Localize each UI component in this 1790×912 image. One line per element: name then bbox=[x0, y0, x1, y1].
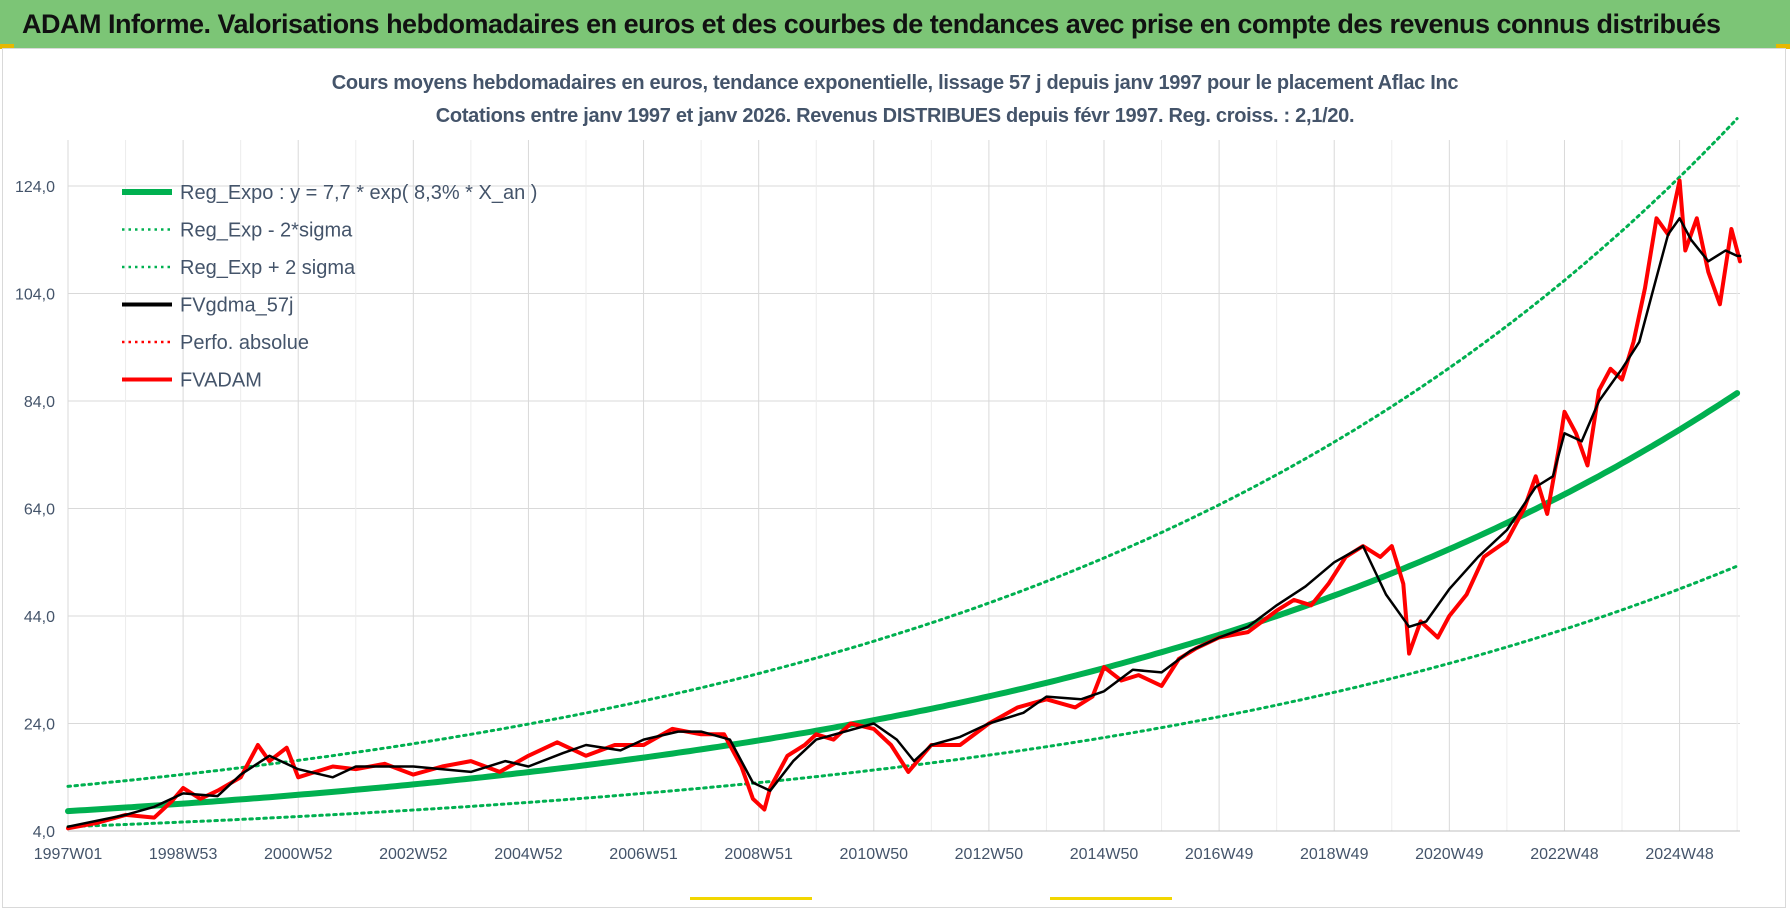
y-tick-label: 44,0 bbox=[24, 609, 55, 626]
chart-title: Cours moyens hebdomadaires en euros, ten… bbox=[331, 72, 1459, 94]
y-tick-label: 64,0 bbox=[24, 502, 55, 519]
x-tick-label: 2008W51 bbox=[724, 846, 793, 863]
x-tick-label: 2000W52 bbox=[264, 846, 333, 863]
y-tick-label: 104,0 bbox=[15, 287, 55, 304]
chart-legend: Reg_Expo : y = 7,7 * exp( 8,3% * X_an ) R… bbox=[122, 182, 537, 392]
x-tick-label: 2016W49 bbox=[1185, 846, 1254, 863]
x-tick-label: 1997W01 bbox=[34, 846, 103, 863]
y-tick-label: 124,0 bbox=[15, 179, 55, 196]
x-tick-label: 2012W50 bbox=[955, 846, 1024, 863]
legend-label: FVgdma_57j bbox=[180, 295, 293, 317]
y-tick-label: 84,0 bbox=[24, 394, 55, 411]
x-tick-label: 2020W49 bbox=[1415, 846, 1484, 863]
legend-label: Reg_Expo : y = 7,7 * exp( 8,3% * X_an ) bbox=[180, 182, 537, 204]
series-line bbox=[66, 117, 1739, 788]
x-tick-label: 2002W52 bbox=[379, 846, 448, 863]
legend-label: Reg_Exp - 2*sigma bbox=[180, 220, 353, 242]
frame-corner-marker bbox=[0, 44, 14, 49]
series-line bbox=[66, 217, 1742, 828]
series-line bbox=[66, 564, 1739, 829]
series-line bbox=[65, 390, 1741, 815]
chart-subtitle: Cotations entre janv 1997 et janv 2026. … bbox=[435, 105, 1355, 127]
report-banner: ADAM Informe. Valorisations hebdomadaire… bbox=[0, 0, 1790, 48]
y-tick-label: 4,0 bbox=[33, 824, 55, 841]
banner-title: ADAM Informe. Valorisations hebdomadaire… bbox=[22, 8, 1721, 39]
frame-corner-marker bbox=[1776, 44, 1790, 49]
series-layer bbox=[65, 117, 1742, 831]
x-tick-label: 2024W48 bbox=[1645, 846, 1714, 863]
x-tick-label: 1998W53 bbox=[149, 846, 218, 863]
x-tick-label: 2004W52 bbox=[494, 846, 563, 863]
axis-labels: 4,0 24,0 44,0 64,0 84,0 104,0 124,0 1997W01 1998… bbox=[15, 179, 1714, 863]
x-tick-label: 2014W50 bbox=[1070, 846, 1139, 863]
horizontal-scroll-indicator[interactable] bbox=[1050, 897, 1172, 900]
legend-label: Reg_Exp + 2 sigma bbox=[180, 257, 356, 279]
x-tick-label: 2010W50 bbox=[840, 846, 909, 863]
legend-label: Perfo. absolue bbox=[180, 332, 309, 354]
legend-label: FVADAM bbox=[180, 370, 262, 392]
chart-frame bbox=[2, 48, 1786, 908]
grid-lines bbox=[67, 140, 1740, 832]
horizontal-scroll-indicator[interactable] bbox=[690, 897, 812, 900]
x-tick-label: 2006W51 bbox=[609, 846, 678, 863]
y-tick-label: 24,0 bbox=[24, 717, 55, 734]
x-tick-label: 2022W48 bbox=[1530, 846, 1599, 863]
x-tick-label: 2018W49 bbox=[1300, 846, 1369, 863]
